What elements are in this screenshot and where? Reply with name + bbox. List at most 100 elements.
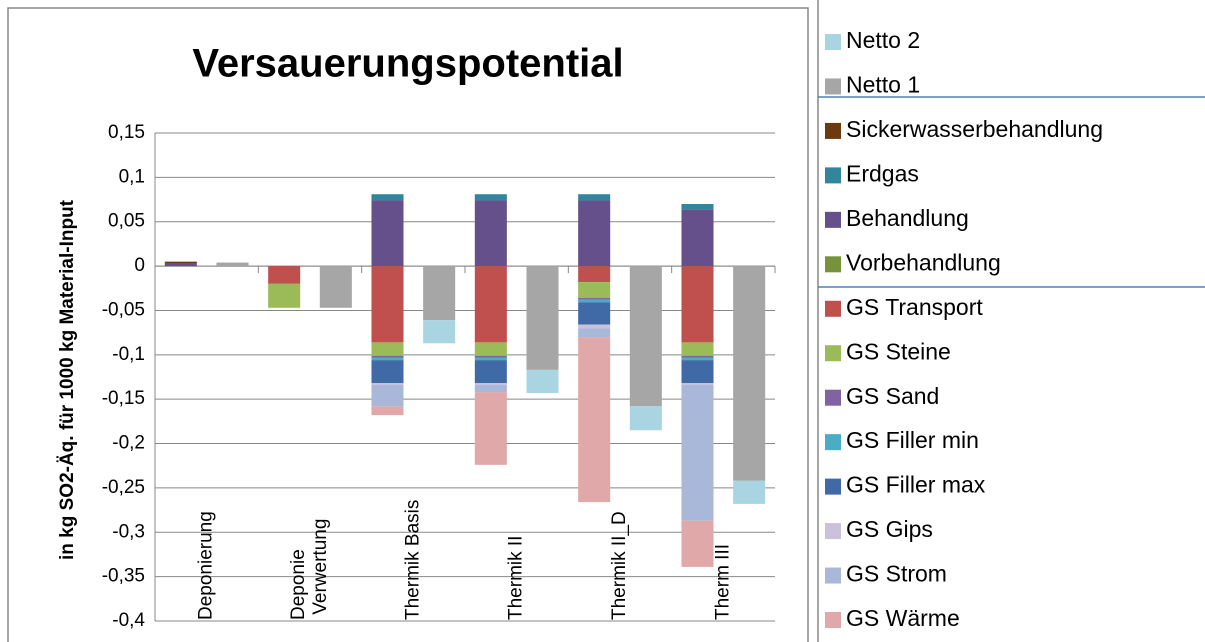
bar-segment	[474, 342, 507, 356]
legend-label: GS Filler min	[846, 427, 979, 453]
legend-label: GS Filler max	[846, 472, 986, 498]
bar-segment	[681, 203, 714, 210]
bar-segment	[578, 298, 611, 300]
bar-segment	[578, 194, 611, 201]
bar-segment	[629, 406, 662, 431]
legend-label: Netto 1	[846, 72, 920, 98]
bar-segment	[371, 360, 404, 384]
legend-swatch	[825, 567, 841, 584]
bar-segment	[474, 357, 507, 361]
legend-swatch	[825, 612, 841, 628]
bar-segment	[681, 342, 714, 356]
y-tick-label: -0,05	[102, 299, 145, 320]
x-tick-label: Deponierung	[196, 511, 217, 620]
y-tick-label: -0,4	[112, 610, 145, 631]
legend-swatch	[825, 167, 841, 184]
bar-segment	[319, 266, 352, 308]
bar-segment	[371, 357, 404, 361]
legend-label: Behandlung	[846, 205, 969, 231]
bar-segment	[371, 194, 404, 201]
bar-segment	[681, 357, 714, 361]
bar-segment	[164, 261, 197, 264]
bar-segment	[733, 266, 766, 481]
bar-segment	[423, 266, 456, 321]
y-tick-label: 0	[134, 255, 145, 276]
y-tick-label: -0,35	[102, 566, 145, 587]
legend-swatch	[825, 122, 841, 139]
x-tick-label: Thermik II_D	[609, 511, 630, 620]
y-tick-label: -0,15	[102, 388, 145, 409]
bar-segment	[681, 266, 714, 343]
chart-frame	[7, 7, 809, 642]
bar-segment	[578, 302, 611, 325]
bar-segment	[474, 383, 507, 385]
bar-segment	[371, 406, 404, 416]
y-tick-label: -0,2	[112, 433, 145, 454]
bar-segment	[681, 520, 714, 567]
bar-segment	[681, 355, 714, 358]
bar-segment	[474, 194, 507, 201]
bar-segment	[474, 200, 507, 267]
legend-label: GS Sand	[846, 383, 939, 409]
bar-segment	[578, 328, 611, 338]
y-tick-label: 0,1	[119, 166, 145, 187]
legend-label: GS Gips	[846, 516, 933, 542]
bar-segment	[578, 282, 611, 299]
legend-swatch	[825, 256, 841, 273]
legend-frame	[817, 0, 1205, 642]
x-tick-label: Thermik Basis	[402, 500, 423, 620]
y-tick-label: -0,25	[102, 477, 145, 498]
bar-segment	[526, 369, 559, 393]
legend-swatch	[825, 211, 841, 228]
bar-segment	[681, 383, 714, 385]
bar-segment	[526, 266, 559, 370]
bar-segment	[578, 337, 611, 503]
legend-swatch	[825, 434, 841, 451]
legend-swatch	[825, 389, 841, 406]
y-tick-label: -0,3	[112, 521, 145, 542]
legend-swatch	[825, 345, 841, 362]
legend-swatch	[825, 78, 841, 95]
legend-label: GS Steine	[846, 338, 951, 364]
bar-segment	[371, 383, 404, 385]
bar-segment	[371, 384, 404, 407]
bar-segment	[216, 262, 249, 267]
legend-swatch	[825, 478, 841, 495]
legend-label: GS Strom	[846, 561, 947, 587]
bar-segment	[371, 355, 404, 358]
bar-segment	[371, 200, 404, 267]
legend-swatch	[825, 34, 841, 50]
legend-label: Vorbehandlung	[846, 249, 1001, 275]
x-tick-label: Thermik II	[506, 536, 527, 620]
y-tick-label: -0,1	[112, 344, 145, 365]
legend-label: Netto 2	[846, 27, 920, 53]
bar-segment	[474, 360, 507, 384]
bar-segment	[578, 324, 611, 329]
x-tick-label: Therm III	[712, 544, 733, 620]
y-tick-label: 0,05	[108, 211, 145, 232]
legend-label: GS Transport	[846, 294, 983, 320]
legend-label: Erdgas	[846, 160, 919, 186]
bar-segment	[474, 266, 507, 343]
bar-segment	[474, 384, 507, 393]
bar-segment	[629, 266, 662, 407]
bar-segment	[371, 342, 404, 356]
bar-segment	[268, 283, 301, 308]
legend-swatch	[825, 523, 841, 540]
bar-segment	[578, 266, 611, 283]
bar-segment	[268, 266, 301, 284]
legend-label: Sickerwasserbehandlung	[846, 116, 1103, 142]
bar-segment	[423, 320, 456, 344]
chart-title: Versauerungspotential	[192, 42, 623, 86]
y-axis-label: in kg SO2-Äq. für 1000 kg Material-Input	[57, 199, 78, 560]
bar-segment	[474, 355, 507, 358]
bar-segment	[681, 209, 714, 267]
bar-segment	[164, 263, 197, 267]
bar-segment	[578, 299, 611, 303]
y-tick-label: 0,15	[108, 122, 145, 143]
legend-label: GS Wärme	[846, 605, 960, 631]
bar-segment	[733, 480, 766, 504]
bar-segment	[681, 384, 714, 521]
